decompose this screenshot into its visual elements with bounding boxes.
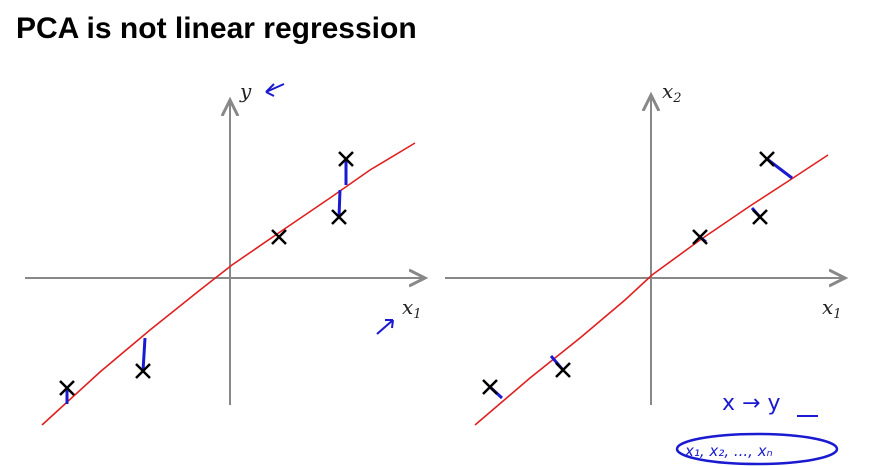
data-point <box>59 380 75 396</box>
right-principal-line <box>474 154 829 426</box>
data-point <box>482 379 498 395</box>
blue-arrow-annotation <box>265 83 285 97</box>
blue-arrow-annotation-2 <box>376 319 394 335</box>
left-data-points <box>59 151 354 396</box>
right-plot: x2 x1 <box>445 79 845 426</box>
data-point <box>331 209 347 225</box>
left-plot: y x1 <box>25 79 425 426</box>
features-ellipse <box>675 432 839 466</box>
mapping-annotation: x → y <box>722 391 780 416</box>
data-point <box>759 151 775 167</box>
right-x-label: x1 <box>822 295 842 322</box>
vertical-error-segments <box>65 159 348 404</box>
data-point <box>271 229 287 245</box>
left-x-label: x1 <box>402 295 422 322</box>
data-point <box>135 363 151 379</box>
data-point <box>752 209 768 225</box>
data-point <box>555 362 571 378</box>
data-point <box>692 229 708 245</box>
right-y-label: x2 <box>662 79 682 106</box>
features-annotation: x₁, x₂, ..., xₙ <box>684 442 773 460</box>
slide-title: PCA is not linear regression <box>16 12 417 45</box>
left-regression-line <box>41 142 416 426</box>
left-y-label: y <box>239 79 252 103</box>
right-data-points <box>482 151 775 395</box>
data-point <box>338 151 354 167</box>
